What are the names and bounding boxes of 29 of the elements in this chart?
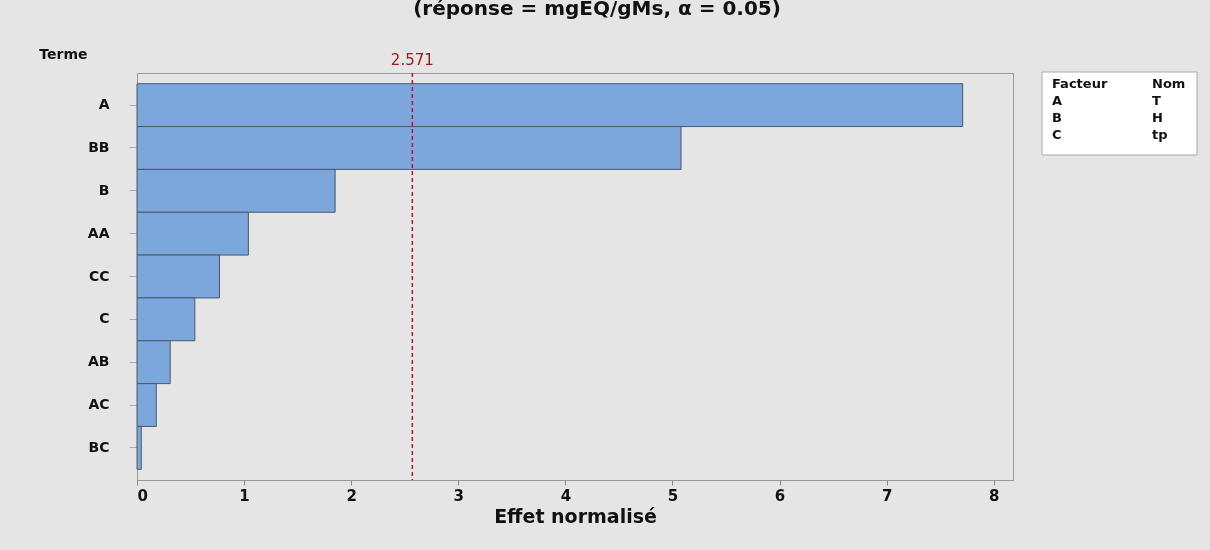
text: Nom — [1152, 76, 1186, 91]
text: A — [1052, 93, 1063, 108]
x-tick-label: 3 — [453, 486, 464, 505]
x-tick-label: 2 — [346, 486, 357, 505]
x-tick-label: 4 — [560, 486, 572, 505]
text: T — [1152, 93, 1161, 108]
ref-line-label: 2.571 — [390, 51, 434, 69]
x-tick-label: 8 — [989, 486, 1000, 505]
y-tick-label: BB — [88, 138, 110, 155]
y-tick-label: AA — [87, 224, 110, 241]
x-tick-label: 0 — [137, 486, 148, 505]
text: C — [1052, 127, 1062, 142]
text: Facteur — [1052, 76, 1108, 91]
x-tick-label: 5 — [667, 486, 679, 505]
x-tick-label: 1 — [239, 486, 250, 505]
x-tick-label: 6 — [774, 486, 786, 505]
x-axis-title: Effet normalisé — [494, 504, 657, 527]
y-tick-label: CC — [88, 267, 110, 284]
y-tick-label: AC — [88, 396, 110, 413]
y-tick-label: C — [99, 310, 110, 327]
y-tick-label: BC — [88, 438, 110, 455]
text: B — [1052, 110, 1062, 125]
y-tick-label: A — [98, 96, 110, 113]
y-axis-title: Terme — [39, 45, 88, 62]
text: tp — [1152, 127, 1168, 142]
x-tick-label: 7 — [881, 486, 893, 505]
y-tick-label: AB — [87, 353, 110, 370]
y-tick-label: B — [98, 181, 110, 198]
text: H — [1152, 110, 1163, 125]
